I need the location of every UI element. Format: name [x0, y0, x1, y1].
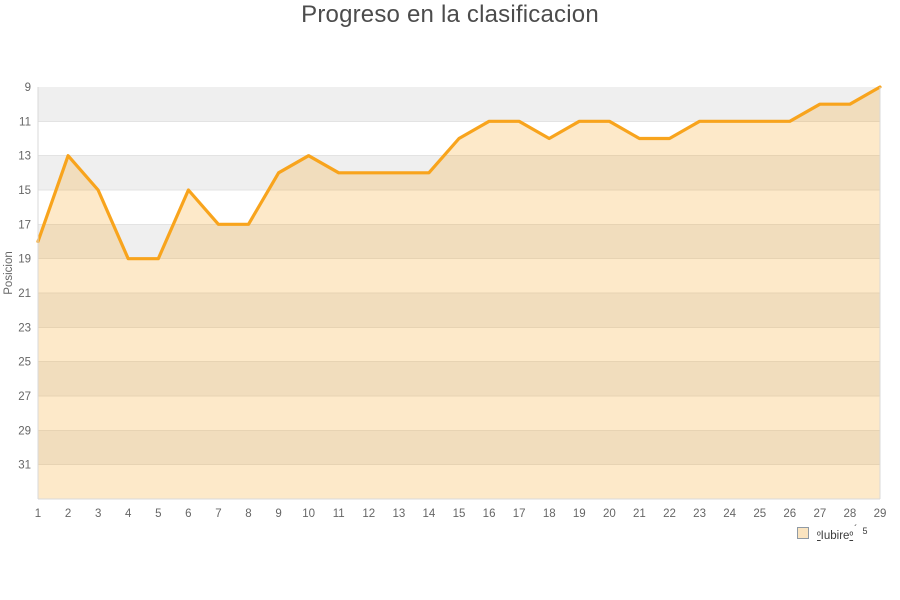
- plot-band: [38, 87, 880, 122]
- y-tick-label: 17: [18, 219, 31, 231]
- x-tick-label: 21: [633, 508, 646, 520]
- legend-marker-icon: [797, 527, 809, 539]
- legend-label-name: Iubire: [820, 530, 850, 542]
- y-tick-label: 13: [18, 151, 31, 163]
- x-tick-label: 14: [423, 508, 436, 520]
- chart-area: [38, 87, 880, 499]
- y-tick-label: 25: [18, 357, 31, 369]
- y-tick-label: 9: [25, 82, 31, 94]
- x-tick-label: 26: [783, 508, 796, 520]
- x-tick-label: 10: [302, 508, 315, 520]
- x-tick-label: 20: [603, 508, 616, 520]
- plot-band: [38, 155, 880, 190]
- x-tick-label: 2: [65, 508, 71, 520]
- x-tick-label: 5: [155, 508, 161, 520]
- x-tick-label: 29: [874, 508, 887, 520]
- y-tick-label: 23: [18, 322, 31, 334]
- plot-band: [38, 258, 880, 293]
- plot-band: [38, 327, 880, 362]
- chart-title: Progreso en la clasificacion: [301, 1, 599, 28]
- plot-band: [38, 293, 880, 328]
- x-tick-label: 6: [185, 508, 191, 520]
- x-tick-label: 18: [543, 508, 556, 520]
- x-tick-label: 27: [813, 508, 826, 520]
- chart-line: [36, 85, 882, 261]
- x-tick-label: 15: [453, 508, 466, 520]
- x-tick-label: 22: [663, 508, 676, 520]
- plot-band: [38, 224, 880, 259]
- plot-band: [38, 190, 880, 225]
- x-tick-label: 11: [333, 508, 345, 520]
- legend-label: ºIubireº´ 5: [817, 524, 867, 542]
- x-tick-label: 9: [275, 508, 281, 520]
- legend-item[interactable]: ºIubireº´ 5: [797, 524, 867, 542]
- plot-band: [38, 430, 880, 465]
- x-tick-label: 28: [844, 508, 857, 520]
- y-tick-label: 29: [18, 425, 31, 437]
- x-tick-label: 4: [125, 508, 132, 520]
- x-tick-label: 16: [483, 508, 496, 520]
- x-tick-label: 1: [35, 508, 41, 520]
- plot-band: [38, 361, 880, 396]
- x-tick-label: 3: [95, 508, 101, 520]
- x-tick-label: 8: [245, 508, 251, 520]
- legend-label-suffix: º: [849, 531, 854, 542]
- y-tick-label: 31: [18, 460, 31, 472]
- x-tick-label: 19: [573, 508, 586, 520]
- x-tick-label: 12: [362, 508, 375, 520]
- x-tick-label: 25: [753, 508, 766, 520]
- plot-band: [38, 396, 880, 431]
- legend-label-sup: 5: [862, 526, 868, 536]
- x-tick-label: 17: [513, 508, 526, 520]
- y-tick-label: 19: [18, 254, 31, 266]
- plot-band: [38, 464, 880, 499]
- legend-label-accent: ´: [854, 524, 858, 535]
- legend-label-prefix: º: [817, 531, 821, 542]
- y-tick-label: 27: [18, 391, 31, 403]
- y-tick-label: 21: [18, 288, 31, 300]
- x-tick-label: 13: [392, 508, 405, 520]
- x-tick-label: 23: [693, 508, 706, 520]
- y-tick-label: 15: [18, 185, 31, 197]
- x-tick-label: 24: [723, 508, 736, 520]
- x-tick-label: 7: [215, 508, 221, 520]
- y-tick-label: 11: [19, 116, 31, 128]
